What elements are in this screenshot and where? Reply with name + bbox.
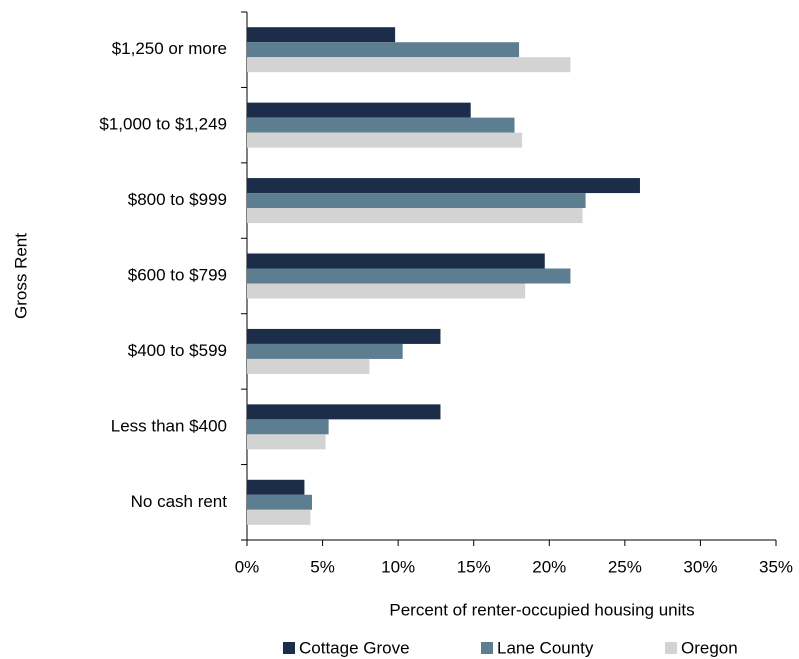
legend-swatch (481, 642, 493, 654)
y-tick-label: $400 to $599 (128, 341, 227, 360)
bar (247, 253, 545, 269)
legend-swatch (283, 642, 295, 654)
legend-label: Lane County (497, 638, 594, 657)
bar (247, 509, 311, 525)
bar (247, 434, 326, 450)
x-tick-label: 20% (532, 557, 566, 576)
bar (247, 178, 640, 194)
x-tick-label: 15% (457, 557, 491, 576)
legend-swatch (665, 642, 677, 654)
bar (247, 208, 583, 224)
x-tick-label: 10% (381, 557, 415, 576)
bar (247, 42, 520, 58)
y-tick-label: $1,250 or more (112, 39, 227, 58)
bar (247, 283, 526, 299)
bar (247, 27, 396, 43)
x-tick-label: 30% (683, 557, 717, 576)
bar (247, 328, 441, 344)
x-tick-label: 5% (310, 557, 335, 576)
bar (247, 494, 312, 510)
y-axis-title: Gross Rent (11, 233, 30, 319)
y-tick-label: Less than $400 (111, 416, 227, 435)
x-tick-label: 25% (608, 557, 642, 576)
bar (247, 57, 571, 73)
bar (247, 358, 370, 374)
x-tick-label: 35% (759, 557, 793, 576)
bar (247, 117, 515, 133)
bar (247, 479, 305, 495)
legend-label: Cottage Grove (299, 638, 410, 657)
x-axis-title: Percent of renter-occupied housing units (389, 600, 694, 619)
bar (247, 419, 329, 435)
y-tick-label: $600 to $799 (128, 265, 227, 284)
y-tick-label: No cash rent (131, 492, 228, 511)
bar (247, 404, 441, 420)
bar (247, 343, 403, 359)
x-tick-label: 0% (235, 557, 260, 576)
bar (247, 193, 586, 209)
y-tick-label: $1,000 to $1,249 (99, 115, 227, 134)
bar (247, 268, 571, 284)
legend-label: Oregon (681, 638, 738, 657)
bar (247, 102, 471, 118)
bar (247, 132, 523, 148)
y-tick-label: $800 to $999 (128, 190, 227, 209)
